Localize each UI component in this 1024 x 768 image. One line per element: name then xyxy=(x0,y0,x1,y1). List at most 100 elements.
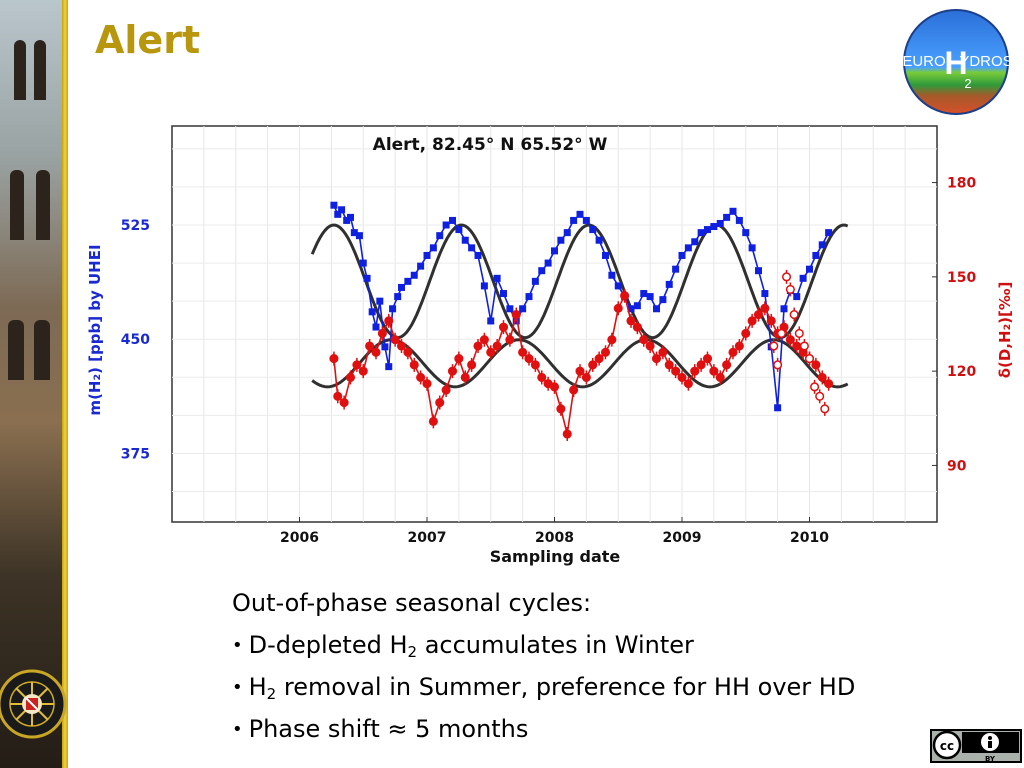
bullet-item: • H2 removal in Summer, preference for HH… xyxy=(232,668,1012,710)
mixing-ratio-point xyxy=(389,305,397,313)
mixing-ratio-point xyxy=(825,229,833,237)
mixing-ratio-point xyxy=(570,216,578,224)
delta-d-point xyxy=(498,322,509,332)
mixing-ratio-point xyxy=(347,213,354,221)
delta-d-point xyxy=(467,360,477,370)
delta-d-point-hollow xyxy=(810,382,820,392)
mixing-ratio-point xyxy=(519,305,527,313)
delta-d-point-hollow xyxy=(776,328,787,338)
delta-d-point xyxy=(728,347,738,357)
delta-d-point xyxy=(645,341,655,351)
delta-d-point xyxy=(696,360,706,370)
delta-d-point xyxy=(824,379,834,389)
mixing-ratio-point xyxy=(429,244,437,252)
mixing-ratio-point xyxy=(755,267,762,275)
mixing-ratio-point xyxy=(799,274,807,282)
bullet-subscript: 2 xyxy=(266,685,277,703)
mixing-ratio-point xyxy=(355,232,363,240)
mixing-ratio-point xyxy=(381,343,389,351)
delta-d-point-hollow xyxy=(820,404,830,414)
delta-d-point-hollow xyxy=(794,328,804,338)
mixing-ratio-point xyxy=(350,229,358,237)
delta-d-point-hollow xyxy=(785,284,795,294)
mixing-ratio-point xyxy=(487,317,495,325)
bullet-text: Phase shift ≈ 5 months xyxy=(248,715,529,743)
mixing-ratio-point xyxy=(684,244,692,252)
mixing-ratio-point xyxy=(442,221,450,229)
delta-d-point xyxy=(575,366,585,376)
delta-d-point xyxy=(702,354,713,364)
logo-text-left: EURO xyxy=(902,53,945,70)
eurohydros-logo: EURO H YDROS 2 xyxy=(902,9,1013,115)
delta-d-point xyxy=(345,372,356,382)
x-tick-label: 2008 xyxy=(535,530,574,546)
delta-d-point xyxy=(626,316,636,326)
delta-d-point xyxy=(390,335,400,345)
delta-d-point xyxy=(428,416,438,426)
mixing-ratio-point xyxy=(338,206,346,214)
delta-d-point xyxy=(581,372,591,382)
delta-d-point xyxy=(741,328,751,338)
mixing-ratio-point xyxy=(404,277,412,285)
mixing-ratio-point xyxy=(793,293,801,301)
delta-d-point xyxy=(530,360,540,370)
delta-d-point-hollow xyxy=(782,272,792,282)
delta-d-series xyxy=(329,269,834,441)
bullet-dot-icon: • xyxy=(232,719,243,740)
bullet-intro: Out-of-phase seasonal cycles: xyxy=(232,584,1012,626)
mixing-ratio-point xyxy=(500,290,507,298)
mixing-ratio-point xyxy=(372,323,380,331)
mixing-ratio-point xyxy=(576,210,584,218)
mixing-ratio-point xyxy=(436,232,444,240)
delta-d-point xyxy=(518,347,528,357)
delta-d-point-hollow xyxy=(799,341,809,351)
delta-d-point xyxy=(524,354,534,364)
x-tick-label: 2009 xyxy=(663,530,702,546)
mixing-ratio-point xyxy=(710,223,718,231)
bullet-intro-text: Out-of-phase seasonal cycles: xyxy=(232,589,592,617)
mixing-ratio-point xyxy=(646,293,654,301)
isotope-chart: 2006 2007 2008 2009 2010 375 450 525 90 120 150 180… xyxy=(86,125,1014,566)
mixing-ratio-point xyxy=(665,280,673,288)
delta-d-point xyxy=(651,354,662,364)
mixing-ratio-point xyxy=(376,297,384,305)
mixing-ratio-point xyxy=(774,404,782,412)
delta-d-point xyxy=(365,341,375,351)
mixing-ratio-point xyxy=(627,305,635,313)
delta-d-point xyxy=(549,382,560,392)
mixing-ratio-point xyxy=(410,271,418,279)
delta-d-point xyxy=(683,379,693,389)
delta-d-point xyxy=(435,398,445,408)
gold-divider xyxy=(62,0,68,768)
mixing-ratio-point xyxy=(423,251,431,259)
axes: 2006 2007 2008 2009 2010 375 450 525 90 120 150 180 xyxy=(121,176,977,546)
mixing-ratio-point xyxy=(595,236,603,244)
delta-d-point xyxy=(811,360,821,370)
y-tick-label-right: 120 xyxy=(947,364,976,380)
delta-d-point xyxy=(358,366,368,376)
delta-d-point xyxy=(620,291,630,301)
mixing-ratio-point xyxy=(468,244,476,252)
delta-d-point xyxy=(600,347,611,357)
delta-d-point xyxy=(690,366,700,376)
delta-d-point xyxy=(396,341,407,351)
university-seal-icon xyxy=(0,669,67,739)
tower-window xyxy=(34,40,46,100)
tower-photo-strip xyxy=(0,0,62,768)
delta-d-point xyxy=(664,360,674,370)
y-tick-label-left: 525 xyxy=(121,218,150,234)
delta-d-point xyxy=(594,354,604,364)
y-tick-label-right: 180 xyxy=(947,176,976,192)
mixing-ratio-point xyxy=(398,283,405,291)
mixing-ratio-point xyxy=(394,293,402,301)
mixing-ratio-point xyxy=(334,210,342,218)
delta-d-point xyxy=(403,347,413,357)
logo-big-letter: H xyxy=(944,45,967,81)
delta-d-point xyxy=(384,316,394,326)
bullet-text: H xyxy=(248,673,267,701)
mixing-ratio-point xyxy=(449,216,456,224)
mixing-ratio-point xyxy=(525,293,533,301)
mixing-ratio-point xyxy=(742,229,750,237)
delta-d-point xyxy=(715,372,725,382)
delta-d-point xyxy=(562,429,572,439)
